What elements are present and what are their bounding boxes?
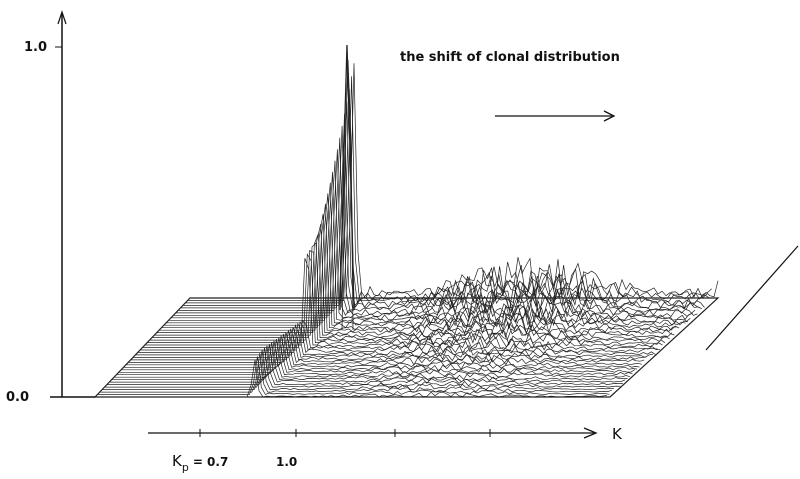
surface-line: [180, 113, 705, 309]
surface-line: [123, 333, 640, 368]
surface-line: [149, 249, 670, 341]
surface-line: [97, 356, 610, 395]
surface-plot: [93, 44, 720, 398]
surface-line: [121, 335, 638, 371]
surface-line: [144, 258, 666, 346]
y-axis-arrow: [57, 10, 67, 25]
surface-line: [99, 353, 612, 393]
y-top-label: 1.0: [24, 40, 47, 55]
surface-line: [95, 359, 608, 398]
x-axis-label: K: [612, 425, 623, 443]
y-bottom-label: 0.0: [6, 390, 29, 405]
surface-line: [116, 338, 633, 376]
surface-line: [190, 63, 719, 299]
surface-line: [175, 137, 700, 314]
surface-line: [163, 193, 688, 326]
surface-line: [147, 252, 668, 343]
surface-line: [182, 101, 708, 307]
annotation: the shift of clonal distribution: [400, 50, 620, 65]
surface-line: [109, 344, 626, 383]
surface-line: [114, 340, 631, 378]
surface-line: [111, 342, 628, 381]
one-label: 1.0: [276, 455, 297, 469]
surface-line: [104, 347, 621, 388]
surface-line: [135, 324, 656, 356]
kp-label: Kp = 0.7: [172, 452, 228, 474]
surface-line: [171, 160, 696, 319]
surface-line: [341, 59, 354, 331]
surface-line: [125, 332, 642, 366]
surface-line: [166, 182, 691, 324]
surface-line: [118, 337, 635, 373]
surface-line: [154, 233, 675, 336]
surface-line: [93, 297, 720, 398]
surface-line: [140, 320, 661, 351]
surface-line: [168, 171, 693, 322]
x-axis-arrow: [583, 427, 598, 439]
surface-line: [185, 88, 710, 304]
surface-line: [102, 349, 615, 390]
surface-line: [133, 326, 654, 358]
surface-line: [142, 319, 663, 349]
surface-line: [161, 203, 686, 329]
surface-line: [178, 125, 703, 311]
surface-line: [152, 242, 673, 338]
surface-line: [173, 149, 698, 317]
depth-arrow: [705, 245, 799, 351]
surface-line: [159, 213, 680, 331]
surface-line: [156, 223, 677, 334]
surface-line: [187, 76, 712, 302]
surface-line: [128, 330, 645, 364]
annotation-arrowhead: [603, 110, 616, 122]
